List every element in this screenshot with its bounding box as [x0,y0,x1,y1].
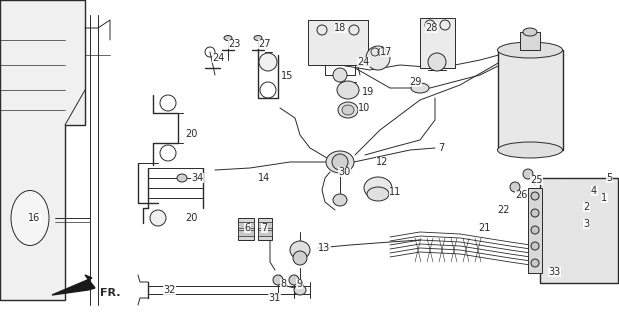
Text: 3: 3 [583,219,589,229]
Text: 18: 18 [334,23,346,33]
Text: FR.: FR. [100,288,121,298]
Circle shape [531,259,539,267]
Text: 10: 10 [358,103,370,113]
Text: 12: 12 [376,157,388,167]
Ellipse shape [177,174,187,182]
Ellipse shape [290,241,310,259]
Text: 14: 14 [258,173,271,183]
Text: 28: 28 [425,23,438,33]
Text: 25: 25 [530,175,542,185]
Text: 31: 31 [268,293,280,303]
Circle shape [531,242,539,250]
Circle shape [531,209,539,217]
Text: 15: 15 [281,71,293,81]
Circle shape [510,182,520,192]
Text: 19: 19 [362,87,374,97]
Circle shape [523,169,533,179]
Text: 21: 21 [478,223,490,233]
Text: 20: 20 [185,129,197,139]
Text: 33: 33 [548,267,560,277]
Text: 7: 7 [261,223,267,233]
Text: 11: 11 [389,187,401,197]
Bar [540,178,618,283]
Bar [258,230,272,236]
Text: 20: 20 [185,213,197,223]
Bar [498,50,563,150]
Text: 7: 7 [438,143,444,153]
Ellipse shape [333,194,347,206]
Text: 22: 22 [497,205,509,215]
Circle shape [273,275,283,285]
Ellipse shape [254,36,262,41]
Text: 34: 34 [191,173,203,183]
Text: 24: 24 [357,57,370,67]
Polygon shape [52,275,95,295]
Bar [238,218,254,240]
Text: 13: 13 [318,243,331,253]
Text: 8: 8 [280,279,286,289]
Bar [238,230,254,236]
Ellipse shape [411,83,429,93]
Text: 5: 5 [606,173,612,183]
Text: 32: 32 [163,285,175,295]
Ellipse shape [337,81,359,99]
Bar [420,18,455,68]
Ellipse shape [367,187,389,201]
Text: 9: 9 [296,279,302,289]
Polygon shape [0,0,85,300]
Circle shape [150,210,166,226]
Ellipse shape [11,190,49,245]
Text: 30: 30 [338,167,350,177]
Circle shape [332,154,348,170]
Circle shape [333,68,347,82]
Ellipse shape [224,36,232,41]
Text: 27: 27 [258,39,271,49]
Bar [528,188,542,273]
Ellipse shape [338,102,358,118]
Bar [308,20,368,65]
Text: 16: 16 [28,213,40,223]
Text: 2: 2 [583,202,589,212]
Circle shape [366,46,390,70]
Ellipse shape [342,105,354,115]
Text: 4: 4 [591,186,597,196]
Ellipse shape [326,151,354,173]
Ellipse shape [294,285,306,295]
Bar [258,222,272,228]
Text: 24: 24 [212,53,224,63]
Circle shape [428,53,446,71]
Text: 26: 26 [515,190,527,200]
Bar [238,222,254,228]
Text: 6: 6 [244,223,250,233]
Text: 23: 23 [228,39,240,49]
Bar [258,218,272,240]
Circle shape [531,226,539,234]
Circle shape [293,251,307,265]
Text: 29: 29 [409,77,422,87]
Circle shape [259,53,277,71]
Text: 1: 1 [601,193,607,203]
Circle shape [289,275,299,285]
Ellipse shape [523,28,537,36]
Text: 17: 17 [380,47,392,57]
Ellipse shape [498,42,563,58]
Ellipse shape [498,142,563,158]
Circle shape [531,192,539,200]
Bar [520,32,540,50]
Ellipse shape [364,177,392,199]
